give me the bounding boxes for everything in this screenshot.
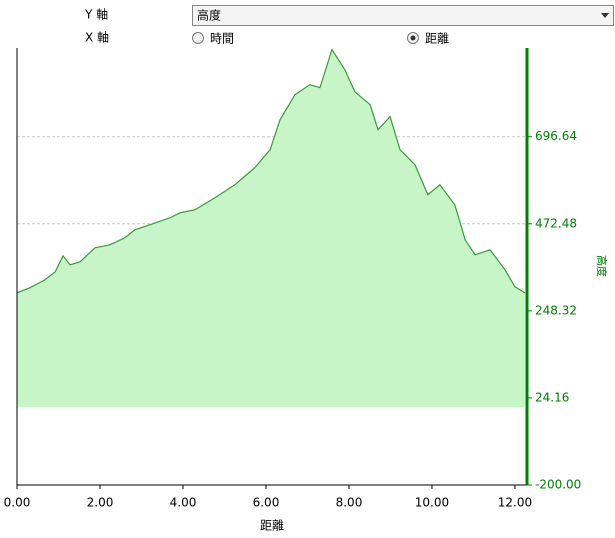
x-tick-label: 8.00 [336, 496, 363, 510]
y-axis-dropdown[interactable]: 高度 [192, 5, 614, 26]
y-tick-label: -200.00 [535, 478, 581, 492]
y-tick-label: 248.32 [535, 303, 577, 317]
y-tick-label: 472.48 [535, 216, 577, 230]
x-axis-title: 距離 [260, 519, 284, 533]
x-tick-label: 6.00 [253, 496, 280, 510]
radio-label[interactable]: 時間 [210, 32, 234, 46]
area-line [16, 48, 526, 294]
x-tick-label: 0.00 [4, 496, 31, 510]
dropdown-box[interactable] [192, 5, 614, 26]
y-tick-label: 24.16 [535, 390, 569, 404]
radio-label[interactable]: 距離 [425, 32, 449, 46]
x-tick-label: 12.00 [498, 496, 532, 510]
x-tick-label: 4.00 [170, 496, 197, 510]
x-tick-label: 10.00 [415, 496, 449, 510]
radio-button[interactable] [192, 32, 204, 44]
area-fill [17, 49, 525, 408]
x-axis-label: X 軸 [85, 31, 109, 45]
dropdown-value[interactable]: 高度 [197, 8, 221, 23]
y-tick-label: 696.64 [535, 129, 577, 143]
y-axis-title: 高度 [595, 255, 609, 277]
radio-dot[interactable] [410, 35, 416, 41]
dropdown-arrow[interactable] [601, 13, 609, 18]
x-tick-label: 2.00 [87, 496, 114, 510]
y-axis-label: Y 軸 [84, 8, 108, 22]
